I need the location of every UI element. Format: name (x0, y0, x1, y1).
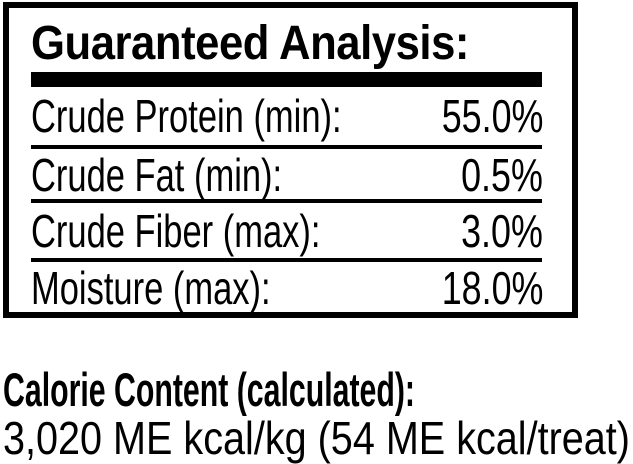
row-divider (31, 199, 542, 203)
title-underline-bar (31, 72, 542, 87)
analysis-row-moisture: Moisture (max): 18.0% (31, 265, 543, 312)
calorie-content-heading: Calorie Content (calculated): (3, 363, 415, 416)
analysis-row-label: Moisture (max): (31, 262, 271, 314)
analysis-row-value: 3.0% (461, 205, 543, 257)
row-divider (31, 145, 542, 149)
analysis-row-label: Crude Fat (min): (31, 149, 283, 201)
analysis-row-value: 0.5% (461, 149, 543, 201)
analysis-row-crude-fiber: Crude Fiber (max): 3.0% (31, 208, 543, 255)
analysis-row-crude-fat: Crude Fat (min): 0.5% (31, 152, 543, 199)
analysis-row-value: 55.0% (441, 90, 543, 142)
analysis-row-crude-protein: Crude Protein (min): 55.0% (31, 93, 543, 140)
analysis-row-label: Crude Fiber (max): (31, 205, 321, 257)
calorie-content-value: 3,020 ME kcal/kg (54 ME kcal/treat) (3, 412, 630, 464)
guaranteed-analysis-box (3, 2, 578, 318)
row-divider (31, 258, 542, 262)
analysis-row-label: Crude Protein (min): (31, 90, 342, 142)
guaranteed-analysis-title: Guaranteed Analysis: (31, 17, 469, 70)
analysis-row-value: 18.0% (441, 262, 543, 314)
